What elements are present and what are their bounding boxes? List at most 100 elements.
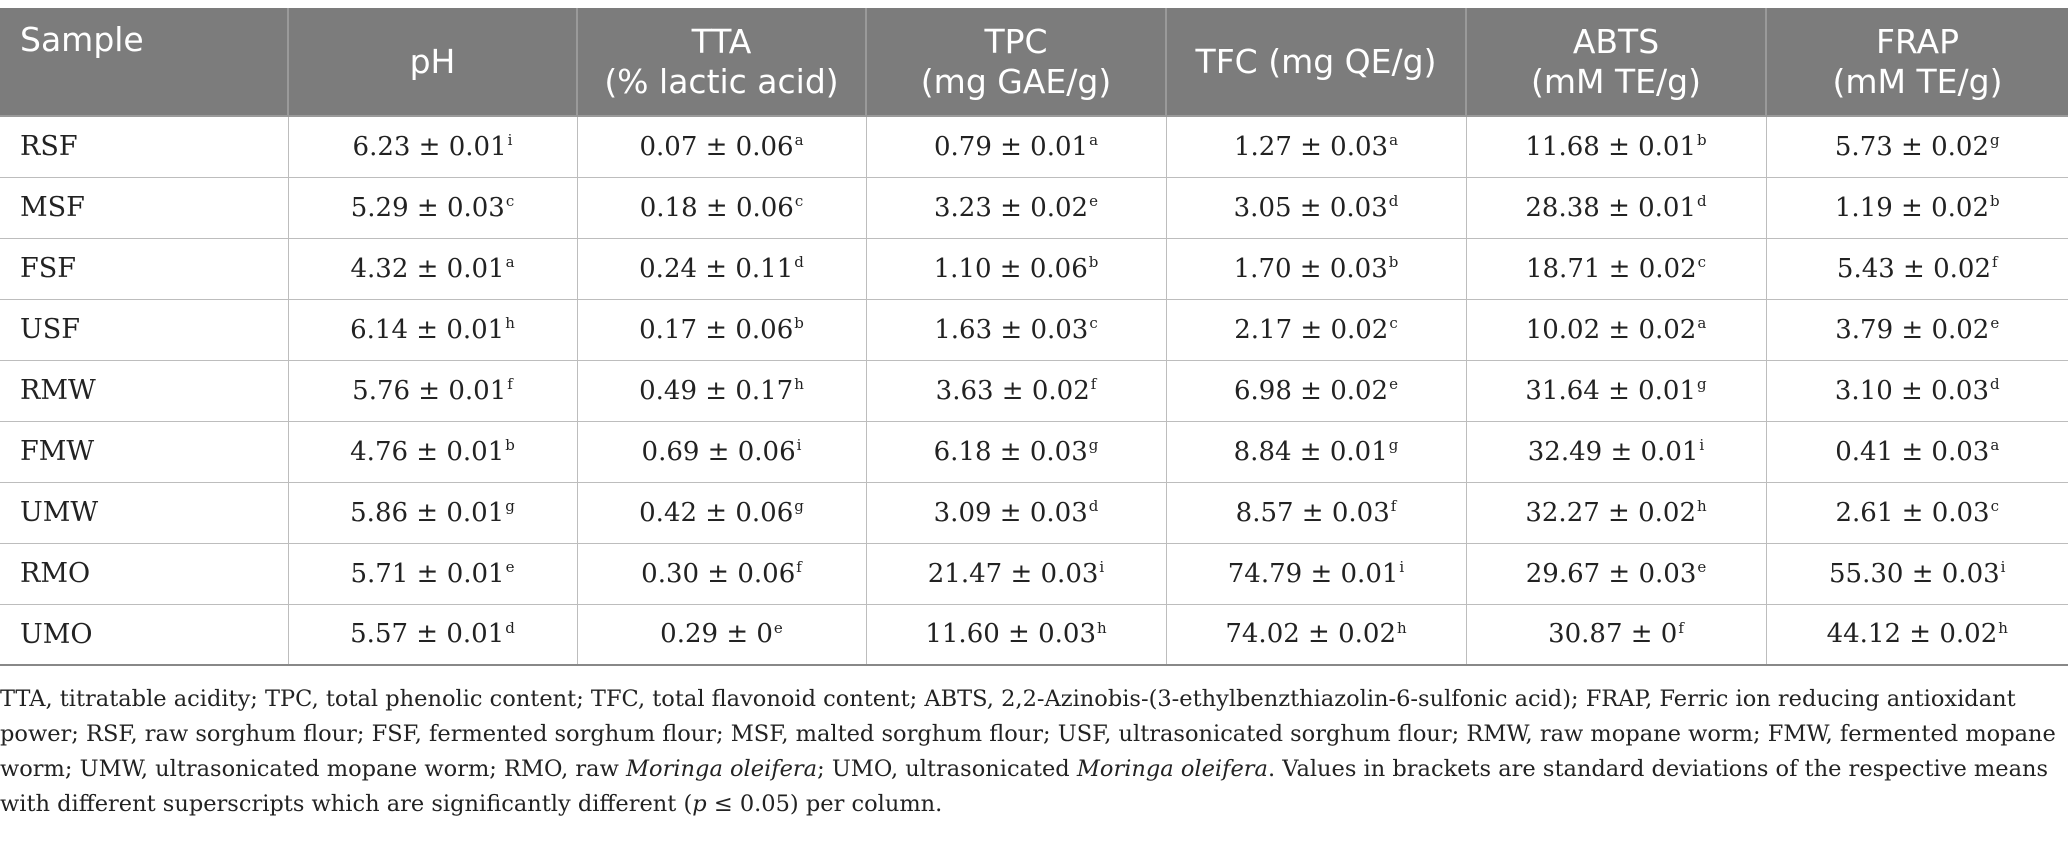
column-header-line: (mg GAE/g) bbox=[920, 61, 1112, 101]
column-header-line: (mM TE/g) bbox=[1531, 61, 1701, 101]
column-header: Sample bbox=[0, 8, 289, 117]
value-cell: 4.76 ± 0.01b bbox=[288, 421, 578, 483]
mean-sd-value: 5.76 ± 0.01 bbox=[352, 375, 507, 406]
mean-sd-value: 4.76 ± 0.01 bbox=[350, 436, 505, 467]
mean-sd-value: 0.49 ± 0.17 bbox=[639, 375, 794, 406]
data-table: Sample pH TTA (% lactic acid) TPC (mg GAE/g) T… bbox=[0, 8, 2068, 666]
table-row: RSF 6.23 ± 0.01i 0.07 ± 0.06a 0.79 ± 0.01a 1… bbox=[0, 116, 2068, 178]
value-cell: 0.18 ± 0.06c bbox=[577, 177, 867, 239]
value-cell: 0.79 ± 0.01a bbox=[866, 116, 1167, 178]
mean-sd-value: 32.49 ± 0.01 bbox=[1527, 436, 1699, 467]
value-cell: 1.27 ± 0.03a bbox=[1166, 116, 1467, 178]
value-cell: 0.24 ± 0.11d bbox=[577, 238, 867, 300]
mean-sd-value: 1.10 ± 0.06 bbox=[933, 253, 1088, 284]
significance-superscript: d bbox=[1697, 191, 1707, 210]
value-cell: 5.71 ± 0.01e bbox=[288, 543, 578, 605]
significance-superscript: d bbox=[794, 252, 804, 271]
mean-sd-value: 1.19 ± 0.02 bbox=[1834, 192, 1989, 223]
value-cell: 31.64 ± 0.01g bbox=[1466, 360, 1767, 422]
mean-sd-value: 0.17 ± 0.06 bbox=[639, 314, 794, 345]
mean-sd-value: 0.42 ± 0.06 bbox=[639, 497, 794, 528]
significance-superscript: i bbox=[1399, 557, 1405, 576]
mean-sd-value: 44.12 ± 0.02 bbox=[1826, 619, 1998, 650]
mean-sd-value: 6.18 ± 0.03 bbox=[933, 436, 1088, 467]
value-cell: 0.17 ± 0.06b bbox=[577, 299, 867, 361]
significance-superscript: i bbox=[1099, 557, 1105, 576]
table-row: FMW 4.76 ± 0.01b 0.69 ± 0.06i 6.18 ± 0.03g 8… bbox=[0, 421, 2068, 483]
mean-sd-value: 10.02 ± 0.02 bbox=[1525, 314, 1697, 345]
value-cell: 6.14 ± 0.01h bbox=[288, 299, 578, 361]
mean-sd-value: 18.71 ± 0.02 bbox=[1525, 253, 1697, 284]
mean-sd-value: 2.17 ± 0.02 bbox=[1234, 314, 1389, 345]
value-cell: 28.38 ± 0.01d bbox=[1466, 177, 1767, 239]
mean-sd-value: 0.18 ± 0.06 bbox=[639, 192, 794, 223]
significance-superscript: e bbox=[1089, 191, 1098, 210]
significance-superscript: c bbox=[505, 191, 515, 210]
mean-sd-value: 11.68 ± 0.01 bbox=[1525, 131, 1697, 162]
significance-superscript: f bbox=[796, 557, 802, 576]
table-row: USF 6.14 ± 0.01h 0.17 ± 0.06b 1.63 ± 0.03c 2… bbox=[0, 299, 2068, 361]
mean-sd-value: 0.24 ± 0.11 bbox=[639, 253, 794, 284]
mean-sd-value: 5.86 ± 0.01 bbox=[350, 497, 505, 528]
value-cell: 18.71 ± 0.02c bbox=[1466, 238, 1767, 300]
mean-sd-value: 3.23 ± 0.02 bbox=[934, 192, 1089, 223]
footnote-text-3: . Values in brackets are standard deviat… bbox=[0, 756, 2049, 817]
mean-sd-value: 21.47 ± 0.03 bbox=[927, 558, 1099, 589]
significance-superscript: f bbox=[1390, 496, 1397, 515]
significance-superscript: i bbox=[507, 131, 513, 150]
footnote-text-4: ≤ 0.05) per column. bbox=[706, 791, 943, 817]
mean-sd-value: 3.05 ± 0.03 bbox=[1233, 192, 1388, 223]
value-cell: 3.63 ± 0.02f bbox=[866, 360, 1167, 422]
significance-superscript: a bbox=[505, 252, 515, 271]
value-cell: 1.63 ± 0.03c bbox=[866, 299, 1167, 361]
significance-superscript: a bbox=[1089, 131, 1099, 150]
value-cell: 30.87 ± 0f bbox=[1466, 604, 1767, 666]
significance-superscript: h bbox=[794, 374, 804, 393]
significance-superscript: g bbox=[505, 496, 515, 515]
mean-sd-value: 3.79 ± 0.02 bbox=[1835, 314, 1990, 345]
value-cell: 32.49 ± 0.01i bbox=[1466, 421, 1767, 483]
sample-cell: FSF bbox=[0, 238, 289, 300]
table-footnote: TTA, titratable acidity; TPC, total phen… bbox=[0, 682, 2060, 822]
significance-superscript: a bbox=[1697, 313, 1707, 332]
mean-sd-value: 11.60 ± 0.03 bbox=[925, 619, 1096, 650]
data-table-container: Sample pH TTA (% lactic acid) TPC (mg GAE/g) T… bbox=[0, 8, 2068, 666]
mean-sd-value: 5.73 ± 0.02 bbox=[1834, 131, 1989, 162]
sample-cell: FMW bbox=[0, 421, 289, 483]
mean-sd-value: 3.09 ± 0.03 bbox=[933, 497, 1088, 528]
value-cell: 29.67 ± 0.03e bbox=[1466, 543, 1767, 605]
table-row: FSF 4.32 ± 0.01a 0.24 ± 0.11d 1.10 ± 0.06b 1… bbox=[0, 238, 2068, 300]
mean-sd-value: 28.38 ± 0.01 bbox=[1525, 192, 1697, 223]
mean-sd-value: 30.87 ± 0 bbox=[1548, 619, 1678, 650]
significance-superscript: c bbox=[1697, 252, 1707, 271]
value-cell: 5.29 ± 0.03c bbox=[288, 177, 578, 239]
footnote-text-2: ; UMO, ultrasonicated bbox=[817, 756, 1077, 782]
significance-superscript: b bbox=[1990, 191, 2000, 210]
value-cell: 3.10 ± 0.03d bbox=[1766, 360, 2068, 422]
mean-sd-value: 0.41 ± 0.03 bbox=[1835, 436, 1990, 467]
value-cell: 4.32 ± 0.01a bbox=[288, 238, 578, 300]
significance-superscript: d bbox=[505, 618, 515, 637]
value-cell: 32.27 ± 0.02h bbox=[1466, 482, 1767, 544]
mean-sd-value: 31.64 ± 0.01 bbox=[1525, 375, 1697, 406]
mean-sd-value: 5.29 ± 0.03 bbox=[350, 192, 505, 223]
sample-cell: MSF bbox=[0, 177, 289, 239]
significance-superscript: h bbox=[1696, 496, 1707, 515]
significance-superscript: i bbox=[1699, 435, 1705, 454]
significance-superscript: b bbox=[1088, 252, 1099, 271]
significance-superscript: b bbox=[1697, 131, 1707, 150]
significance-superscript: e bbox=[1389, 374, 1398, 393]
table-row: RMO 5.71 ± 0.01e 0.30 ± 0.06f 21.47 ± 0.03i… bbox=[0, 543, 2068, 605]
column-header-line: TTA bbox=[691, 21, 752, 61]
table-header: Sample pH TTA (% lactic acid) TPC (mg GAE/g) T… bbox=[0, 8, 2068, 117]
mean-sd-value: 3.10 ± 0.03 bbox=[1834, 375, 1989, 406]
significance-superscript: h bbox=[1998, 618, 2008, 637]
mean-sd-value: 0.07 ± 0.06 bbox=[639, 131, 794, 162]
significance-superscript: a bbox=[1990, 435, 2000, 454]
value-cell: 44.12 ± 0.02h bbox=[1766, 604, 2068, 666]
mean-sd-value: 74.79 ± 0.01 bbox=[1227, 558, 1399, 589]
sample-cell: UMW bbox=[0, 482, 289, 544]
significance-superscript: h bbox=[1096, 618, 1107, 637]
value-cell: 0.69 ± 0.06i bbox=[577, 421, 867, 483]
value-cell: 21.47 ± 0.03i bbox=[866, 543, 1167, 605]
